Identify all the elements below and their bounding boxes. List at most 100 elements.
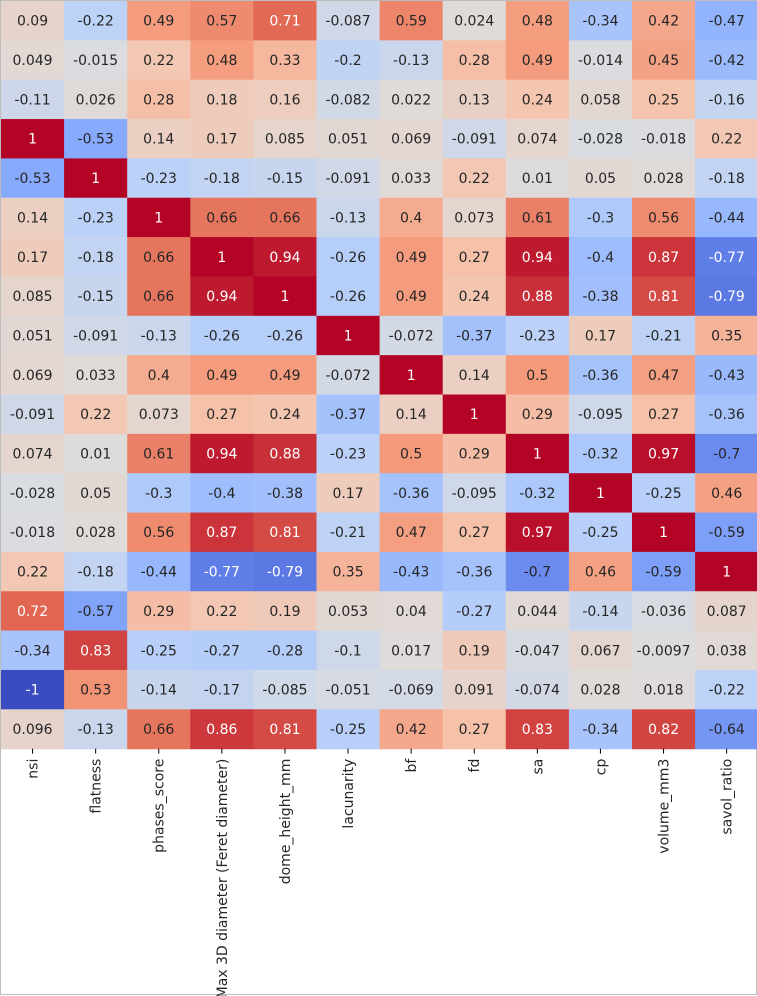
cell-value-label: -0.18 bbox=[709, 171, 745, 187]
cell-value-label: -0.26 bbox=[204, 328, 240, 344]
cell-value-label: 0.81 bbox=[648, 289, 679, 305]
heatmap-cell bbox=[127, 355, 191, 396]
cell-value-label: 0.29 bbox=[522, 407, 553, 423]
heatmap-cell bbox=[695, 355, 757, 396]
heatmap-cell bbox=[316, 709, 381, 750]
heatmap-cell bbox=[695, 315, 757, 356]
cell-value-label: -0.051 bbox=[325, 683, 370, 699]
cell-value-label: -0.43 bbox=[709, 368, 745, 384]
cell-value-label: 0.61 bbox=[143, 447, 174, 463]
cell-value-label: 0.29 bbox=[459, 447, 490, 463]
cell-value-label: 0.48 bbox=[206, 53, 237, 69]
cell-value-label: 0.096 bbox=[13, 722, 53, 738]
cell-value-label: -0.21 bbox=[330, 525, 366, 541]
heatmap-cell bbox=[64, 630, 128, 671]
cell-value-label: -0.16 bbox=[709, 92, 745, 108]
heatmap-cell bbox=[253, 591, 318, 632]
cell-value-label: -0.014 bbox=[578, 53, 623, 69]
cell-value-label: -0.15 bbox=[267, 171, 303, 187]
heatmap-cell bbox=[253, 40, 318, 81]
cell-value-label: 0.49 bbox=[522, 53, 553, 69]
heatmap-cell bbox=[1, 40, 65, 81]
cell-value-label: -0.37 bbox=[456, 328, 492, 344]
x-tick-label: Max 3D diameter (Feret diameter) bbox=[215, 759, 231, 996]
heatmap-cell bbox=[442, 512, 507, 553]
heatmap-cell bbox=[568, 630, 633, 671]
cell-value-label: 0.46 bbox=[711, 486, 742, 502]
cell-value-label: -0.095 bbox=[578, 407, 623, 423]
cell-value-label: 0.49 bbox=[143, 14, 174, 30]
heatmap-cell bbox=[1, 394, 65, 435]
heatmap-cell bbox=[253, 315, 318, 356]
heatmap-cell bbox=[127, 1, 191, 41]
heatmap-cell bbox=[379, 394, 444, 435]
cell-value-label: -0.047 bbox=[515, 643, 560, 659]
cell-value-label: -0.1 bbox=[334, 643, 361, 659]
heatmap-cell bbox=[568, 119, 633, 159]
x-tick-label: volume_mm3 bbox=[657, 759, 673, 854]
heatmap-cell bbox=[316, 473, 381, 514]
heatmap-cell bbox=[127, 630, 191, 671]
heatmap-cell bbox=[505, 433, 570, 474]
heatmap-cell bbox=[190, 158, 254, 199]
cell-value-label: 0.47 bbox=[648, 368, 679, 384]
heatmap-cell bbox=[127, 512, 191, 553]
cell-value-label: 0.033 bbox=[391, 171, 431, 187]
cell-value-label: -0.018 bbox=[10, 525, 55, 541]
cell-value-label: 0.81 bbox=[269, 525, 300, 541]
heatmap-cell bbox=[379, 119, 444, 159]
heatmap-cell bbox=[1, 158, 65, 199]
heatmap-cell bbox=[190, 315, 254, 356]
cell-value-label: 0.28 bbox=[143, 92, 174, 108]
cell-value-label: -0.14 bbox=[582, 604, 618, 620]
cell-value-label: 0.49 bbox=[269, 368, 300, 384]
cell-value-label: -0.072 bbox=[389, 328, 434, 344]
heatmap-cell bbox=[695, 158, 757, 199]
heatmap-cell bbox=[695, 551, 757, 592]
cell-value-label: -0.26 bbox=[330, 289, 366, 305]
cell-value-label: -0.79 bbox=[267, 565, 303, 581]
cell-value-label: 0.09 bbox=[17, 14, 48, 30]
heatmap-cell bbox=[190, 237, 254, 278]
heatmap-cells bbox=[1, 1, 757, 750]
cell-value-label: -0.42 bbox=[709, 53, 745, 69]
heatmap-cell bbox=[64, 237, 128, 278]
cell-value-label: -0.53 bbox=[14, 171, 50, 187]
cell-value-label: -0.34 bbox=[582, 14, 618, 30]
cell-value-label: 0.57 bbox=[206, 14, 237, 30]
cell-value-label: 0.24 bbox=[459, 289, 490, 305]
heatmap-cell bbox=[253, 394, 318, 435]
heatmap-cell bbox=[127, 394, 191, 435]
heatmap-cell bbox=[442, 315, 507, 356]
heatmap-cell bbox=[64, 276, 128, 317]
cell-value-label: -0.028 bbox=[578, 132, 623, 148]
heatmap-cell bbox=[64, 315, 128, 356]
heatmap-cell bbox=[379, 433, 444, 474]
heatmap-cell bbox=[442, 433, 507, 474]
heatmap-cell bbox=[253, 433, 318, 474]
heatmap-cell bbox=[1, 315, 65, 356]
cell-value-label: -0.38 bbox=[582, 289, 618, 305]
cell-value-label: -0.59 bbox=[709, 525, 745, 541]
heatmap-cell bbox=[316, 237, 381, 278]
cell-value-label: 0.18 bbox=[206, 92, 237, 108]
cell-value-label: -0.36 bbox=[582, 368, 618, 384]
cell-value-label: 1 bbox=[407, 368, 416, 384]
cell-value-label: -0.091 bbox=[452, 132, 497, 148]
cell-value-label: 1 bbox=[470, 407, 479, 423]
cell-value-label: -0.77 bbox=[204, 565, 240, 581]
cell-value-label: -0.091 bbox=[10, 407, 55, 423]
heatmap-cell bbox=[190, 276, 254, 317]
x-tick-label: flatness bbox=[89, 759, 105, 814]
heatmap-cell bbox=[695, 433, 757, 474]
heatmap-cell bbox=[568, 237, 633, 278]
heatmap-cell bbox=[1, 709, 65, 750]
cell-value-label: -0.18 bbox=[78, 250, 114, 266]
cell-value-label: 0.27 bbox=[648, 407, 679, 423]
heatmap-cell bbox=[379, 669, 444, 710]
heatmap-cell bbox=[253, 473, 318, 514]
x-tick-label: nsi bbox=[26, 759, 42, 779]
heatmap-cell bbox=[505, 591, 570, 632]
heatmap-cell bbox=[253, 276, 318, 317]
